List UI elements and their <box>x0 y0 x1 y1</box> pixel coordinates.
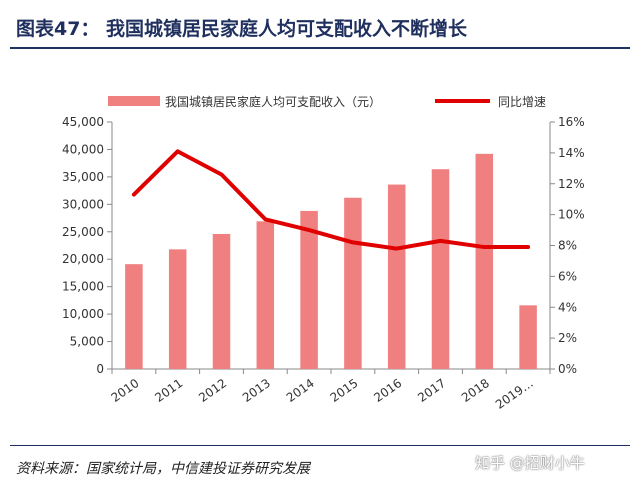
chart-legend: 我国城镇居民家庭人均可支配收入（元） 同比增速 <box>108 94 546 109</box>
x-axis-tick-label: 2012 <box>196 376 229 405</box>
left-axis-tick-label: 15,000 <box>62 280 104 294</box>
left-axis-tick-label: 0 <box>96 362 104 376</box>
left-axis-tick-label: 45,000 <box>62 115 104 129</box>
income-bar <box>168 249 187 369</box>
x-axis-tick-label: 2019… <box>493 376 536 412</box>
right-axis-tick-label: 12% <box>558 177 585 191</box>
left-axis-tick-label: 10,000 <box>62 307 104 321</box>
right-axis-tick-label: 0% <box>558 362 577 376</box>
growth-rate-point <box>307 228 311 232</box>
right-axis-tick-label: 14% <box>558 146 585 160</box>
income-bar <box>300 210 318 369</box>
growth-rate-point <box>395 247 399 251</box>
growth-rate-point <box>482 245 486 249</box>
income-bar <box>256 221 275 369</box>
title-bar: 图表47： 我国城镇居民家庭人均可支配收入不断增长 <box>12 6 630 44</box>
x-axis-tick-label: 2017 <box>415 376 448 405</box>
line-series <box>131 149 531 251</box>
legend-swatch-bar <box>108 96 160 106</box>
growth-rate-point <box>263 217 267 221</box>
x-axis-tick-label: 2014 <box>284 376 317 405</box>
right-axis-tick-label: 10% <box>558 208 585 222</box>
right-axis-tick-label: 16% <box>558 115 585 129</box>
x-axis-tick-label: 2010 <box>109 376 142 405</box>
x-axis-tick-label: 2018 <box>459 376 492 405</box>
growth-rate-point <box>439 239 442 243</box>
watermark: 知乎 @招财小牛 <box>475 454 585 472</box>
left-axis-tick-label: 35,000 <box>62 170 104 184</box>
legend-label-line: 同比增速 <box>498 95 546 109</box>
title-divider <box>10 47 630 49</box>
left-axis-tick-label: 40,000 <box>62 142 104 156</box>
income-bar <box>387 184 406 369</box>
right-axis-tick-label: 8% <box>558 239 577 253</box>
growth-rate-point <box>526 245 530 249</box>
x-axis-tick-label: 2016 <box>371 376 404 405</box>
left-axis-tick-label: 20,000 <box>62 252 104 266</box>
left-axis-tick-label: 25,000 <box>62 225 104 239</box>
growth-rate-line <box>131 149 531 251</box>
x-axis-tick-label: 2011 <box>152 376 185 405</box>
income-bar <box>344 197 362 369</box>
right-axis-tick-label: 2% <box>558 331 577 345</box>
chart-title: 图表47： 我国城镇居民家庭人均可支配收入不断增长 <box>16 18 468 40</box>
source-divider <box>10 445 630 446</box>
growth-rate-point <box>220 172 223 176</box>
right-axis-tick-label: 6% <box>558 269 577 283</box>
growth-rate-point <box>176 149 180 153</box>
income-bar <box>431 169 450 369</box>
income-bar <box>125 264 143 369</box>
bar-series <box>125 153 537 369</box>
income-bar <box>212 233 231 369</box>
right-axis-tick-label: 4% <box>558 300 577 314</box>
income-bar <box>519 305 537 369</box>
growth-rate-point <box>351 240 355 244</box>
left-axis-tick-label: 30,000 <box>62 197 104 211</box>
source-note: 资料来源：国家统计局，中信建投证券研究发展 <box>16 461 310 477</box>
left-axis-tick-label: 5,000 <box>70 335 104 349</box>
x-axis-tick-label: 2015 <box>328 376 361 405</box>
combo-chart: 我国城镇居民家庭人均可支配收入（元） 同比增速 0 5,000 10,000 15,0… <box>62 94 585 412</box>
x-axis-tick-label: 2013 <box>240 376 273 405</box>
legend-label-bar: 我国城镇居民家庭人均可支配收入（元） <box>165 94 381 109</box>
income-bar <box>475 153 494 369</box>
growth-rate-point <box>132 193 136 197</box>
